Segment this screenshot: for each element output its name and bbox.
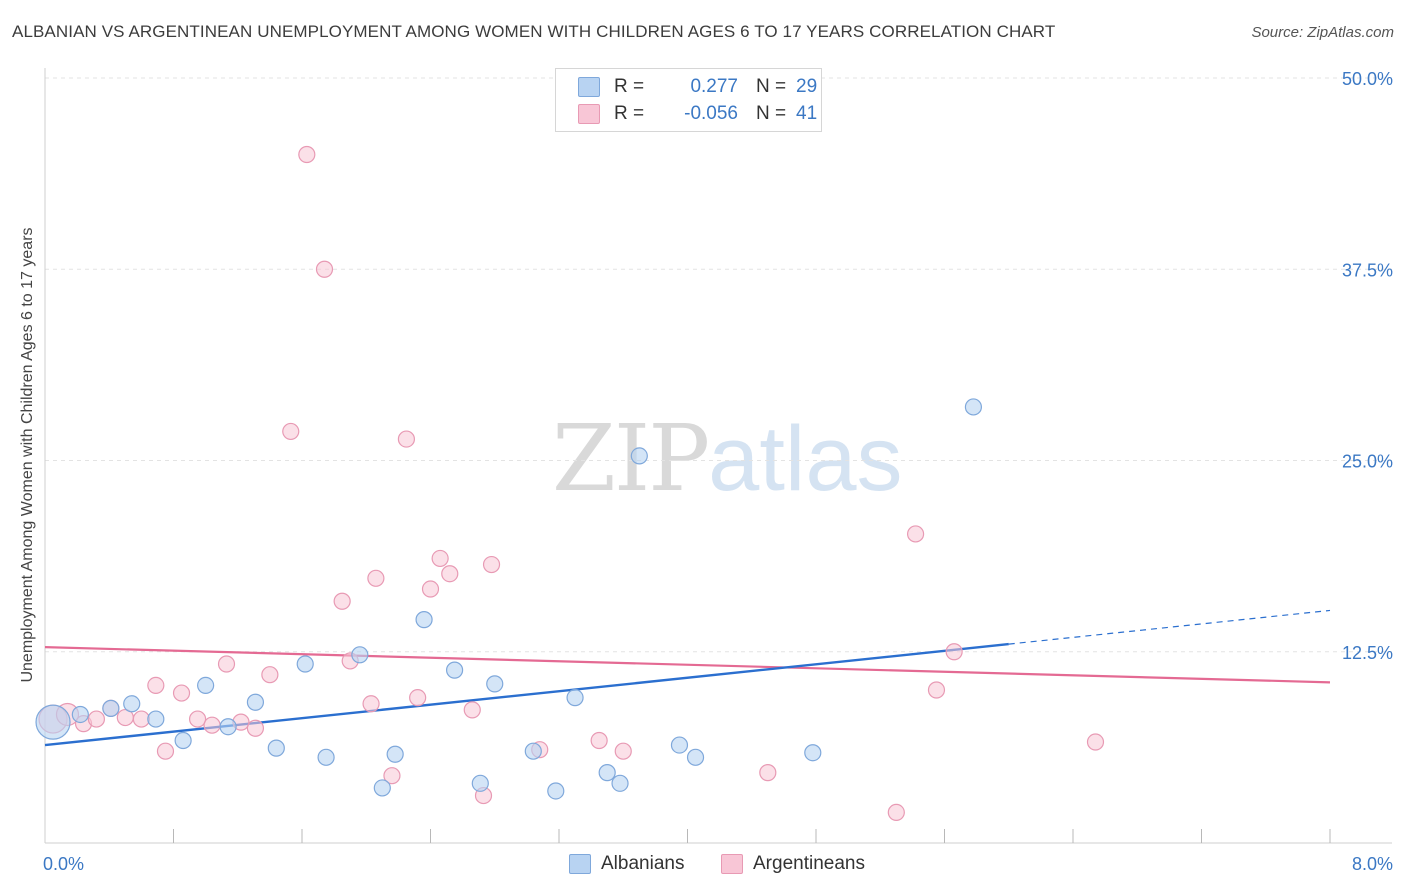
argentineans-swatch xyxy=(578,104,600,124)
argentineans-n-label: N = xyxy=(756,103,787,124)
y-tick-label: 37.5% xyxy=(1342,260,1393,280)
argentinean-point xyxy=(1086,733,1105,751)
argentinean-point xyxy=(441,565,459,583)
data-points xyxy=(35,145,1105,822)
argentineans-r-label: R = xyxy=(614,103,645,124)
albanian-point xyxy=(486,675,504,693)
albanian-point xyxy=(197,676,215,695)
albanian-point xyxy=(598,764,616,782)
albanian-point xyxy=(547,782,565,800)
argentinean-point xyxy=(383,767,401,785)
albanian-point xyxy=(670,736,689,754)
albanian-point xyxy=(246,693,265,711)
argentinean-point xyxy=(409,689,427,707)
x-tick-label: 8.0% xyxy=(1352,854,1393,874)
argentinean-point xyxy=(298,145,316,164)
argentinean-point xyxy=(315,260,334,278)
argentinean-point xyxy=(759,764,777,782)
argentinean-point xyxy=(367,569,385,587)
albanian-point xyxy=(267,739,285,757)
grid-lines xyxy=(45,77,1392,653)
argentinean-point xyxy=(590,731,608,750)
albanian-point xyxy=(373,779,391,797)
argentinean-point xyxy=(362,695,380,713)
albanians-n-value: 29 xyxy=(796,76,818,97)
albanian-point xyxy=(566,689,584,707)
albanian-point xyxy=(71,705,89,724)
argentineans-legend-swatch xyxy=(721,854,743,874)
argentinean-point xyxy=(87,710,106,728)
albanian-point xyxy=(386,745,404,763)
albanian-point xyxy=(415,611,433,629)
argentinean-point xyxy=(421,580,440,598)
albanian-point xyxy=(296,655,314,673)
albanian-point xyxy=(102,699,120,717)
albanian-point xyxy=(611,774,629,792)
albanians-n-label: N = xyxy=(756,76,787,97)
albanian-point xyxy=(147,710,165,728)
argentineans-r-value: -0.056 xyxy=(684,103,738,124)
source-label: Source: ZipAtlas.com xyxy=(1251,24,1394,41)
albanians-legend-swatch xyxy=(569,854,591,874)
argentinean-point xyxy=(463,701,481,719)
argentinean-point xyxy=(203,716,221,734)
albanian-point xyxy=(524,742,542,760)
albanian-trend-extension xyxy=(1008,609,1331,645)
argentinean-point xyxy=(887,803,905,822)
albanians-r-label: R = xyxy=(614,76,645,97)
albanian-point xyxy=(35,704,71,740)
argentinean-point xyxy=(156,742,175,760)
argentinean-point xyxy=(188,710,207,728)
albanian-point xyxy=(804,744,822,762)
argentinean-point xyxy=(132,710,150,728)
albanian-point xyxy=(964,398,983,416)
argentinean-point xyxy=(906,525,925,543)
albanian-point xyxy=(445,661,464,679)
argentinean-point xyxy=(397,430,416,448)
argentineans-legend-label: Argentineans xyxy=(753,853,865,874)
albanian-point xyxy=(471,774,489,792)
albanians-r-value: 0.277 xyxy=(690,76,738,97)
albanian-point xyxy=(174,731,192,750)
albanian-point xyxy=(686,748,705,766)
x-tick-label: 0.0% xyxy=(43,854,84,874)
argentineans-n-value: 41 xyxy=(796,103,818,124)
y-tick-label: 12.5% xyxy=(1342,643,1393,663)
argentinean-trend-line xyxy=(44,646,1331,684)
argentinean-point xyxy=(246,719,265,737)
argentinean-point xyxy=(282,422,300,441)
argentinean-point xyxy=(482,555,501,574)
argentinean-point xyxy=(217,655,236,673)
albanians-legend-label: Albanians xyxy=(601,853,685,874)
albanian-point xyxy=(219,718,237,736)
albanian-point xyxy=(630,447,648,465)
argentinean-point xyxy=(172,684,191,702)
albanian-point xyxy=(317,748,335,766)
correlation-legend: R = 0.277 N = 29 R = -0.056 N = 41 xyxy=(555,68,822,132)
albanian-point xyxy=(351,646,369,664)
y-tick-label: 25.0% xyxy=(1342,452,1393,472)
argentinean-point xyxy=(333,592,351,610)
y-tick-label: 50.0% xyxy=(1342,69,1393,89)
albanian-point xyxy=(123,695,141,713)
albanians-swatch xyxy=(578,77,600,97)
argentinean-point xyxy=(945,643,963,661)
chart-title: ALBANIAN VS ARGENTINEAN UNEMPLOYMENT AMO… xyxy=(12,22,1056,41)
argentinean-point xyxy=(614,742,632,760)
argentinean-point xyxy=(927,681,946,699)
argentinean-point xyxy=(147,676,165,695)
argentinean-point xyxy=(261,666,279,684)
tick-labels: 12.5% 25.0% 37.5% 50.0% 0.0% 8.0% xyxy=(43,69,1393,874)
argentinean-point xyxy=(431,549,449,568)
